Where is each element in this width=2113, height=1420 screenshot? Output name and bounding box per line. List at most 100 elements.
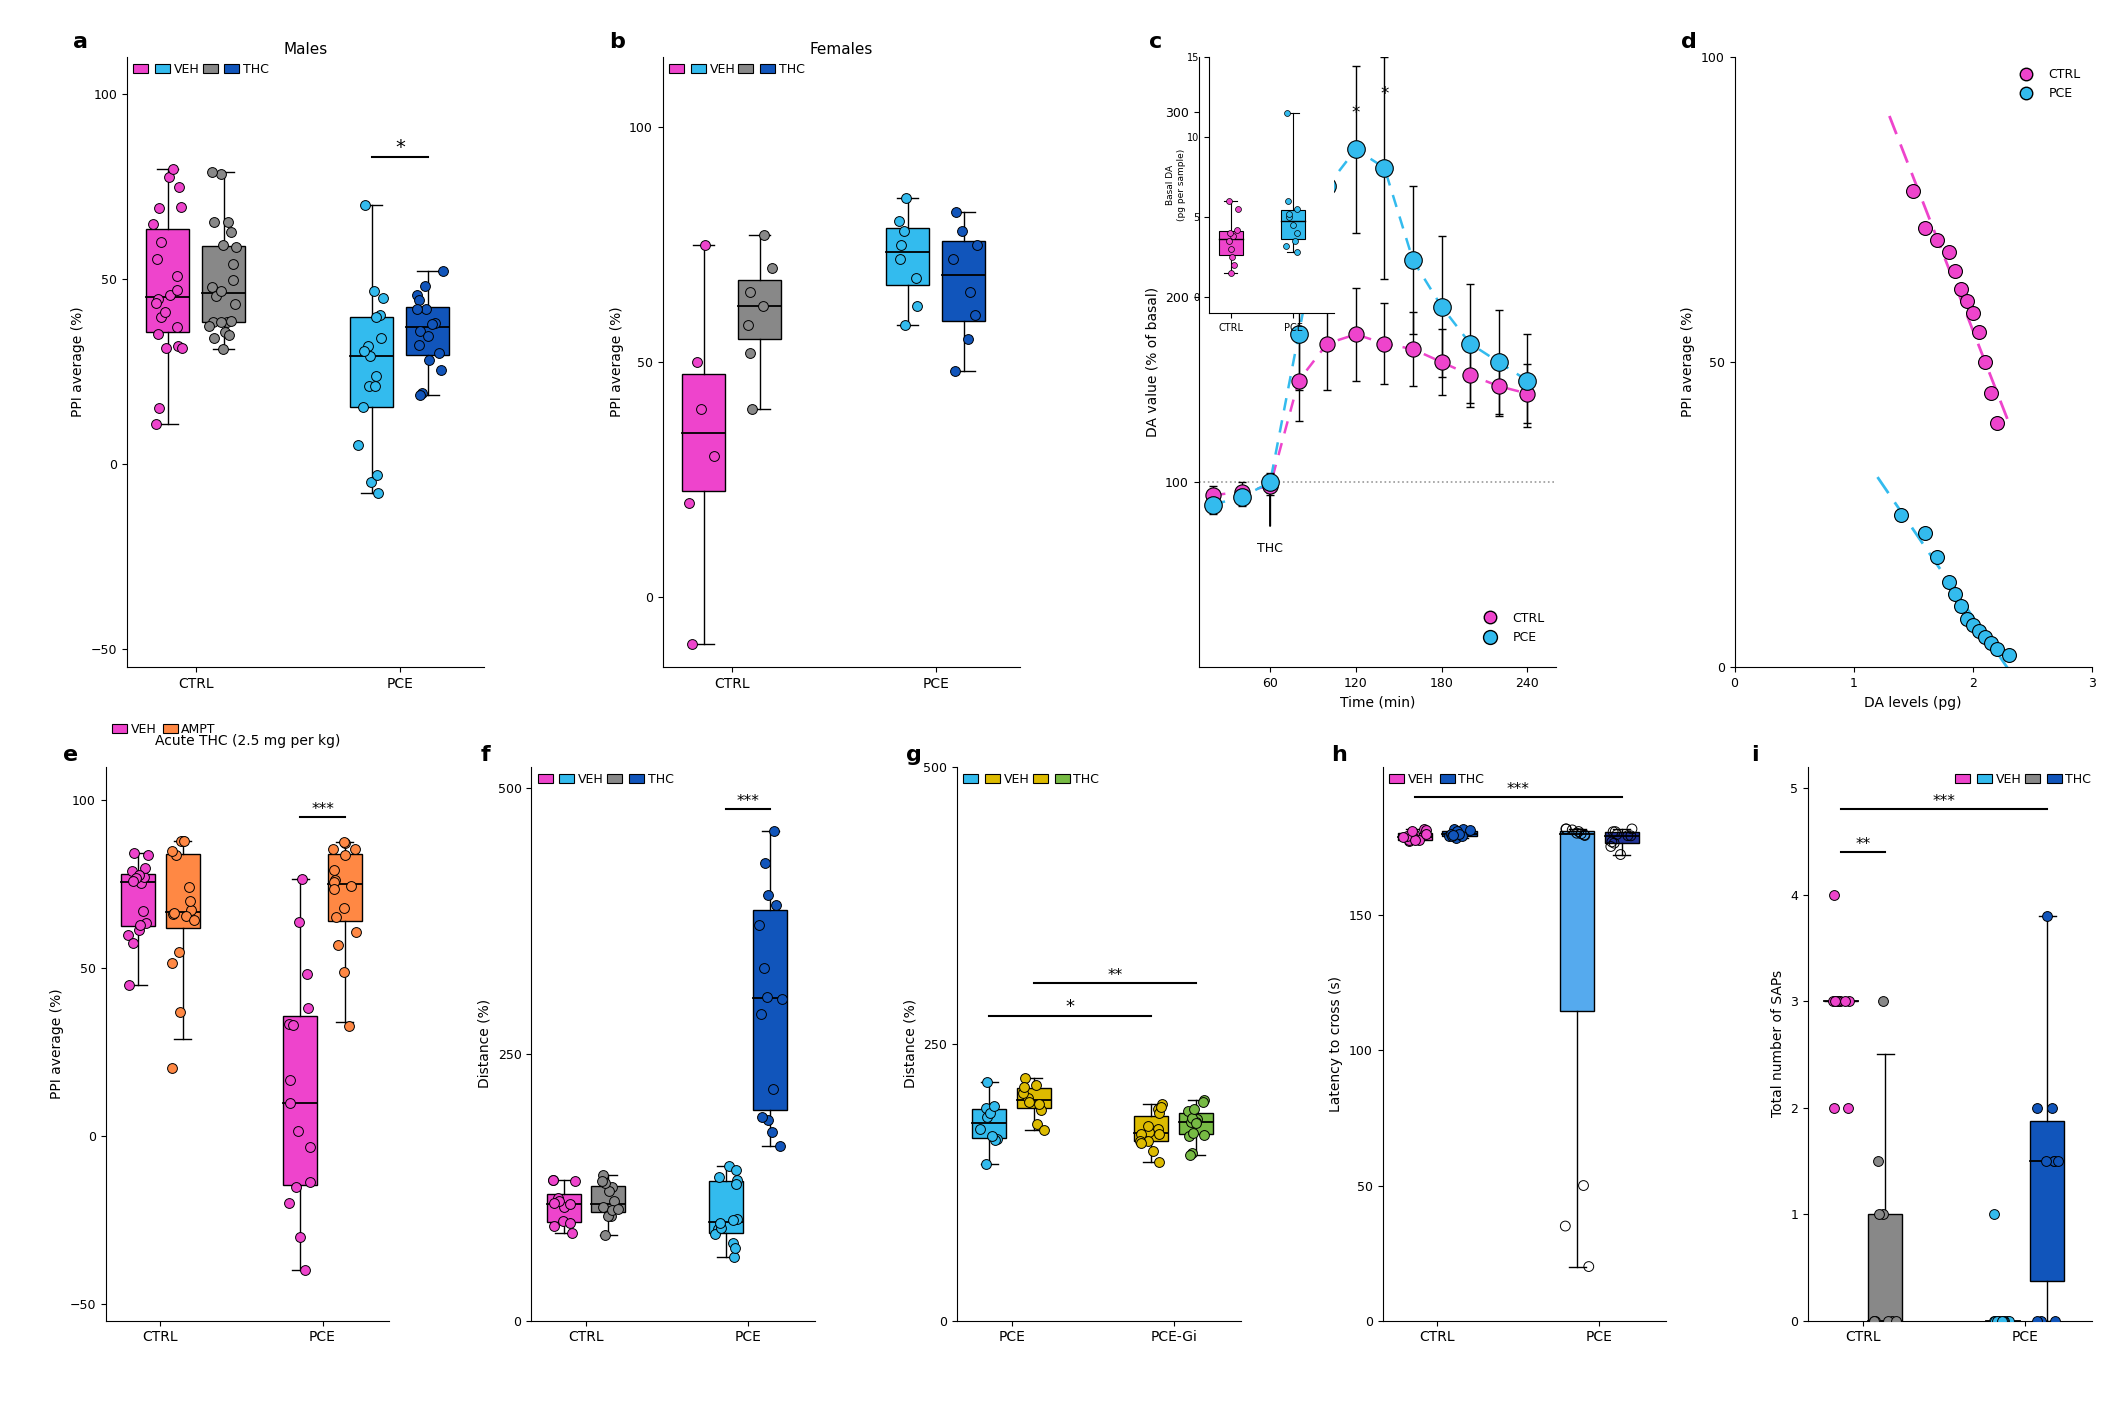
Point bbox=[1980, 412, 2014, 435]
Point bbox=[216, 253, 249, 275]
Point bbox=[1367, 332, 1401, 355]
Bar bbox=[146, 229, 188, 332]
Point bbox=[585, 1196, 619, 1218]
Point bbox=[154, 1056, 188, 1079]
Bar bbox=[592, 1186, 625, 1211]
Point bbox=[1990, 1309, 2024, 1332]
Point bbox=[1409, 822, 1443, 845]
Point bbox=[1568, 824, 1602, 846]
Point bbox=[900, 294, 934, 317]
Point bbox=[970, 1106, 1004, 1129]
Point bbox=[328, 831, 361, 853]
Point bbox=[1817, 1096, 1851, 1119]
Point bbox=[756, 819, 790, 842]
Point bbox=[541, 1190, 575, 1213]
Point bbox=[207, 321, 241, 344]
Point bbox=[152, 283, 186, 305]
Point bbox=[1008, 1066, 1042, 1089]
Point bbox=[211, 210, 245, 233]
Title: Males: Males bbox=[283, 41, 328, 57]
Point bbox=[1390, 825, 1424, 848]
Point bbox=[1173, 1125, 1207, 1147]
Point bbox=[980, 1127, 1014, 1150]
Point bbox=[2028, 1150, 2062, 1173]
Point bbox=[412, 349, 446, 372]
Point bbox=[163, 176, 197, 199]
Point bbox=[1597, 832, 1631, 855]
Point bbox=[1832, 990, 1866, 1012]
Point bbox=[1006, 1082, 1040, 1105]
Point bbox=[900, 266, 934, 288]
Point bbox=[1424, 351, 1458, 373]
Point bbox=[279, 1176, 313, 1198]
Point bbox=[408, 274, 442, 297]
Point bbox=[885, 233, 919, 256]
Text: g: g bbox=[906, 744, 921, 764]
Point bbox=[587, 1163, 621, 1186]
Point bbox=[1226, 486, 1259, 508]
Point bbox=[970, 1096, 1004, 1119]
Point bbox=[2037, 1150, 2071, 1173]
Point bbox=[1407, 818, 1441, 841]
Point bbox=[321, 934, 355, 957]
Point bbox=[139, 291, 173, 314]
Point bbox=[205, 280, 239, 302]
Point bbox=[1454, 332, 1488, 355]
Point bbox=[1145, 1096, 1179, 1119]
Point bbox=[353, 345, 387, 368]
Point bbox=[1188, 1089, 1221, 1112]
Point bbox=[1974, 381, 2007, 403]
Point bbox=[123, 863, 156, 886]
Point bbox=[148, 301, 182, 324]
Text: *: * bbox=[1065, 998, 1076, 1017]
Point bbox=[721, 1207, 754, 1230]
Text: **: ** bbox=[1855, 836, 1870, 852]
Point bbox=[418, 311, 452, 334]
Point bbox=[163, 941, 197, 964]
Point bbox=[1392, 829, 1426, 852]
Point bbox=[759, 895, 792, 917]
Point bbox=[1177, 1122, 1211, 1145]
Text: ***: *** bbox=[1933, 794, 1955, 809]
Point bbox=[718, 1159, 752, 1181]
Point bbox=[294, 1136, 328, 1159]
Point bbox=[161, 315, 194, 338]
Point bbox=[1944, 277, 1978, 300]
Point bbox=[156, 158, 190, 180]
Text: e: e bbox=[63, 744, 78, 764]
Point bbox=[1821, 990, 1855, 1012]
Point bbox=[317, 859, 351, 882]
Point bbox=[338, 920, 372, 943]
Point bbox=[1130, 1129, 1164, 1152]
Point bbox=[1978, 1309, 2012, 1332]
Point bbox=[1445, 818, 1479, 841]
Point bbox=[2031, 905, 2064, 927]
Point bbox=[1549, 818, 1583, 841]
Point bbox=[1027, 1119, 1061, 1142]
Point bbox=[1025, 1099, 1059, 1122]
Point bbox=[704, 1213, 737, 1235]
Point bbox=[1397, 828, 1431, 851]
Point bbox=[139, 247, 173, 270]
Point bbox=[945, 219, 978, 241]
Point bbox=[1023, 1092, 1056, 1115]
Point bbox=[1885, 503, 1919, 525]
Point bbox=[213, 220, 247, 243]
Point bbox=[1424, 295, 1458, 318]
Point bbox=[1815, 990, 1849, 1012]
Point bbox=[756, 1078, 790, 1100]
Point bbox=[129, 912, 163, 934]
Point bbox=[596, 1198, 630, 1221]
Point bbox=[2024, 1309, 2058, 1332]
Point bbox=[401, 334, 435, 356]
Point bbox=[163, 1001, 197, 1024]
Y-axis label: PPI average (%): PPI average (%) bbox=[72, 307, 85, 417]
Point bbox=[1143, 1150, 1177, 1173]
Point bbox=[938, 361, 972, 383]
Point bbox=[1141, 1102, 1175, 1125]
Point bbox=[1397, 248, 1431, 271]
Point bbox=[957, 304, 991, 327]
Point bbox=[142, 288, 175, 311]
Point bbox=[340, 433, 374, 456]
Point bbox=[718, 1173, 752, 1196]
